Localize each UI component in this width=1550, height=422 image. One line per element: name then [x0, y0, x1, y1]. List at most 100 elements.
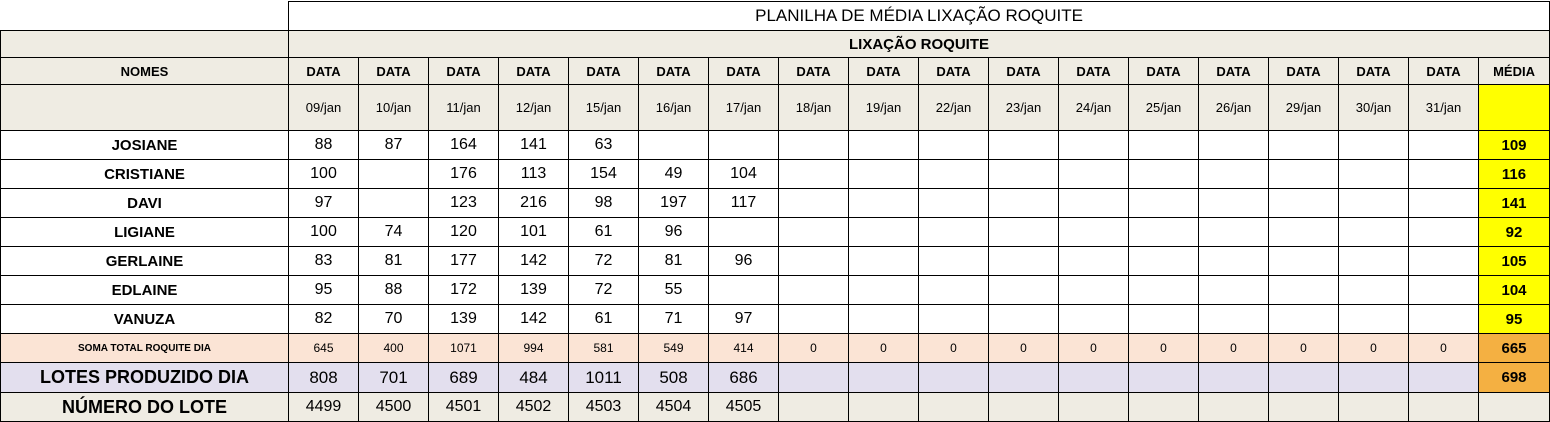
- soma-total-value[interactable]: 549: [638, 333, 709, 363]
- lotes-produzido-value[interactable]: [918, 362, 989, 393]
- media-cell[interactable]: 104: [1477, 275, 1550, 305]
- lotes-produzido-media[interactable]: 698: [1477, 362, 1550, 393]
- media-cell[interactable]: 109: [1477, 130, 1550, 160]
- date-cell[interactable]: 30/jan: [1338, 84, 1409, 131]
- value-cell[interactable]: 100: [288, 159, 359, 189]
- header-data[interactable]: DATA: [1058, 57, 1129, 85]
- employee-name[interactable]: LIGIANE: [0, 217, 289, 247]
- value-cell[interactable]: [1058, 275, 1129, 305]
- value-cell[interactable]: [1128, 130, 1199, 160]
- value-cell[interactable]: [848, 275, 919, 305]
- employee-name[interactable]: JOSIANE: [0, 130, 289, 160]
- value-cell[interactable]: [1058, 217, 1129, 247]
- lotes-produzido-value[interactable]: 484: [498, 362, 569, 393]
- value-cell[interactable]: [918, 217, 989, 247]
- soma-total-value[interactable]: 645: [288, 333, 359, 363]
- date-cell[interactable]: 12/jan: [498, 84, 569, 131]
- numero-lote-value[interactable]: [1338, 392, 1409, 422]
- value-cell[interactable]: 61: [568, 217, 639, 247]
- value-cell[interactable]: [358, 159, 429, 189]
- blank-cell[interactable]: [0, 30, 289, 58]
- header-media[interactable]: MÉDIA: [1477, 57, 1550, 85]
- soma-total-media[interactable]: 665: [1477, 333, 1550, 363]
- date-cell[interactable]: 17/jan: [708, 84, 779, 131]
- value-cell[interactable]: [1128, 159, 1199, 189]
- value-cell[interactable]: [1338, 159, 1409, 189]
- date-cell[interactable]: 23/jan: [988, 84, 1059, 131]
- value-cell[interactable]: 98: [568, 188, 639, 218]
- value-cell[interactable]: [708, 130, 779, 160]
- value-cell[interactable]: 154: [568, 159, 639, 189]
- value-cell[interactable]: 176: [428, 159, 499, 189]
- header-names[interactable]: NOMES: [0, 57, 289, 85]
- header-data[interactable]: DATA: [988, 57, 1059, 85]
- value-cell[interactable]: [918, 188, 989, 218]
- value-cell[interactable]: 87: [358, 130, 429, 160]
- date-cell[interactable]: 25/jan: [1128, 84, 1199, 131]
- value-cell[interactable]: [988, 159, 1059, 189]
- soma-total-value[interactable]: 0: [848, 333, 919, 363]
- numero-lote-value[interactable]: [1058, 392, 1129, 422]
- value-cell[interactable]: [1058, 246, 1129, 276]
- value-cell[interactable]: [1268, 275, 1339, 305]
- soma-total-value[interactable]: 0: [988, 333, 1059, 363]
- value-cell[interactable]: [1128, 304, 1199, 334]
- value-cell[interactable]: [1268, 130, 1339, 160]
- soma-total-value[interactable]: 0: [1128, 333, 1199, 363]
- value-cell[interactable]: [848, 130, 919, 160]
- soma-total-value[interactable]: 0: [778, 333, 849, 363]
- value-cell[interactable]: [708, 217, 779, 247]
- header-data[interactable]: DATA: [568, 57, 639, 85]
- lotes-produzido-value[interactable]: 686: [708, 362, 779, 393]
- date-cell[interactable]: 26/jan: [1198, 84, 1269, 131]
- value-cell[interactable]: 216: [498, 188, 569, 218]
- lotes-produzido-value[interactable]: 808: [288, 362, 359, 393]
- lotes-produzido-value[interactable]: 1011: [568, 362, 639, 393]
- value-cell[interactable]: [778, 246, 849, 276]
- section-title[interactable]: LIXAÇÃO ROQUITE: [287, 30, 1550, 58]
- employee-name[interactable]: DAVI: [0, 188, 289, 218]
- numero-lote-label[interactable]: NÚMERO DO LOTE: [0, 392, 289, 422]
- header-data[interactable]: DATA: [1128, 57, 1199, 85]
- soma-total-value[interactable]: 400: [358, 333, 429, 363]
- value-cell[interactable]: 96: [638, 217, 709, 247]
- numero-lote-value[interactable]: 4499: [288, 392, 359, 422]
- value-cell[interactable]: 123: [428, 188, 499, 218]
- date-cell[interactable]: 09/jan: [288, 84, 359, 131]
- value-cell[interactable]: [1268, 188, 1339, 218]
- date-cell[interactable]: 16/jan: [638, 84, 709, 131]
- header-data[interactable]: DATA: [708, 57, 779, 85]
- value-cell[interactable]: [1058, 130, 1129, 160]
- value-cell[interactable]: 88: [358, 275, 429, 305]
- value-cell[interactable]: [708, 275, 779, 305]
- value-cell[interactable]: [988, 188, 1059, 218]
- value-cell[interactable]: 71: [638, 304, 709, 334]
- employee-name[interactable]: CRISTIANE: [0, 159, 289, 189]
- numero-lote-value[interactable]: [778, 392, 849, 422]
- lotes-produzido-value[interactable]: [1128, 362, 1199, 393]
- value-cell[interactable]: [1268, 217, 1339, 247]
- soma-total-value[interactable]: 0: [918, 333, 989, 363]
- value-cell[interactable]: 61: [568, 304, 639, 334]
- soma-total-value[interactable]: 0: [1408, 333, 1479, 363]
- value-cell[interactable]: [778, 304, 849, 334]
- numero-lote-value[interactable]: 4500: [358, 392, 429, 422]
- blank-cell[interactable]: [0, 84, 289, 131]
- value-cell[interactable]: [1268, 246, 1339, 276]
- value-cell[interactable]: [778, 217, 849, 247]
- value-cell[interactable]: [358, 188, 429, 218]
- numero-lote-value[interactable]: 4504: [638, 392, 709, 422]
- blank-cell[interactable]: [0, 1, 289, 31]
- value-cell[interactable]: [1198, 159, 1269, 189]
- sheet-title[interactable]: PLANILHA DE MÉDIA LIXAÇÃO ROQUITE: [287, 1, 1550, 31]
- value-cell[interactable]: [1128, 188, 1199, 218]
- numero-lote-value[interactable]: 4503: [568, 392, 639, 422]
- employee-name[interactable]: EDLAINE: [0, 275, 289, 305]
- numero-lote-value[interactable]: [1408, 392, 1479, 422]
- value-cell[interactable]: 117: [708, 188, 779, 218]
- lotes-produzido-value[interactable]: [778, 362, 849, 393]
- numero-lote-value[interactable]: [918, 392, 989, 422]
- employee-name[interactable]: GERLAINE: [0, 246, 289, 276]
- soma-total-value[interactable]: 0: [1198, 333, 1269, 363]
- media-cell[interactable]: 105: [1477, 246, 1550, 276]
